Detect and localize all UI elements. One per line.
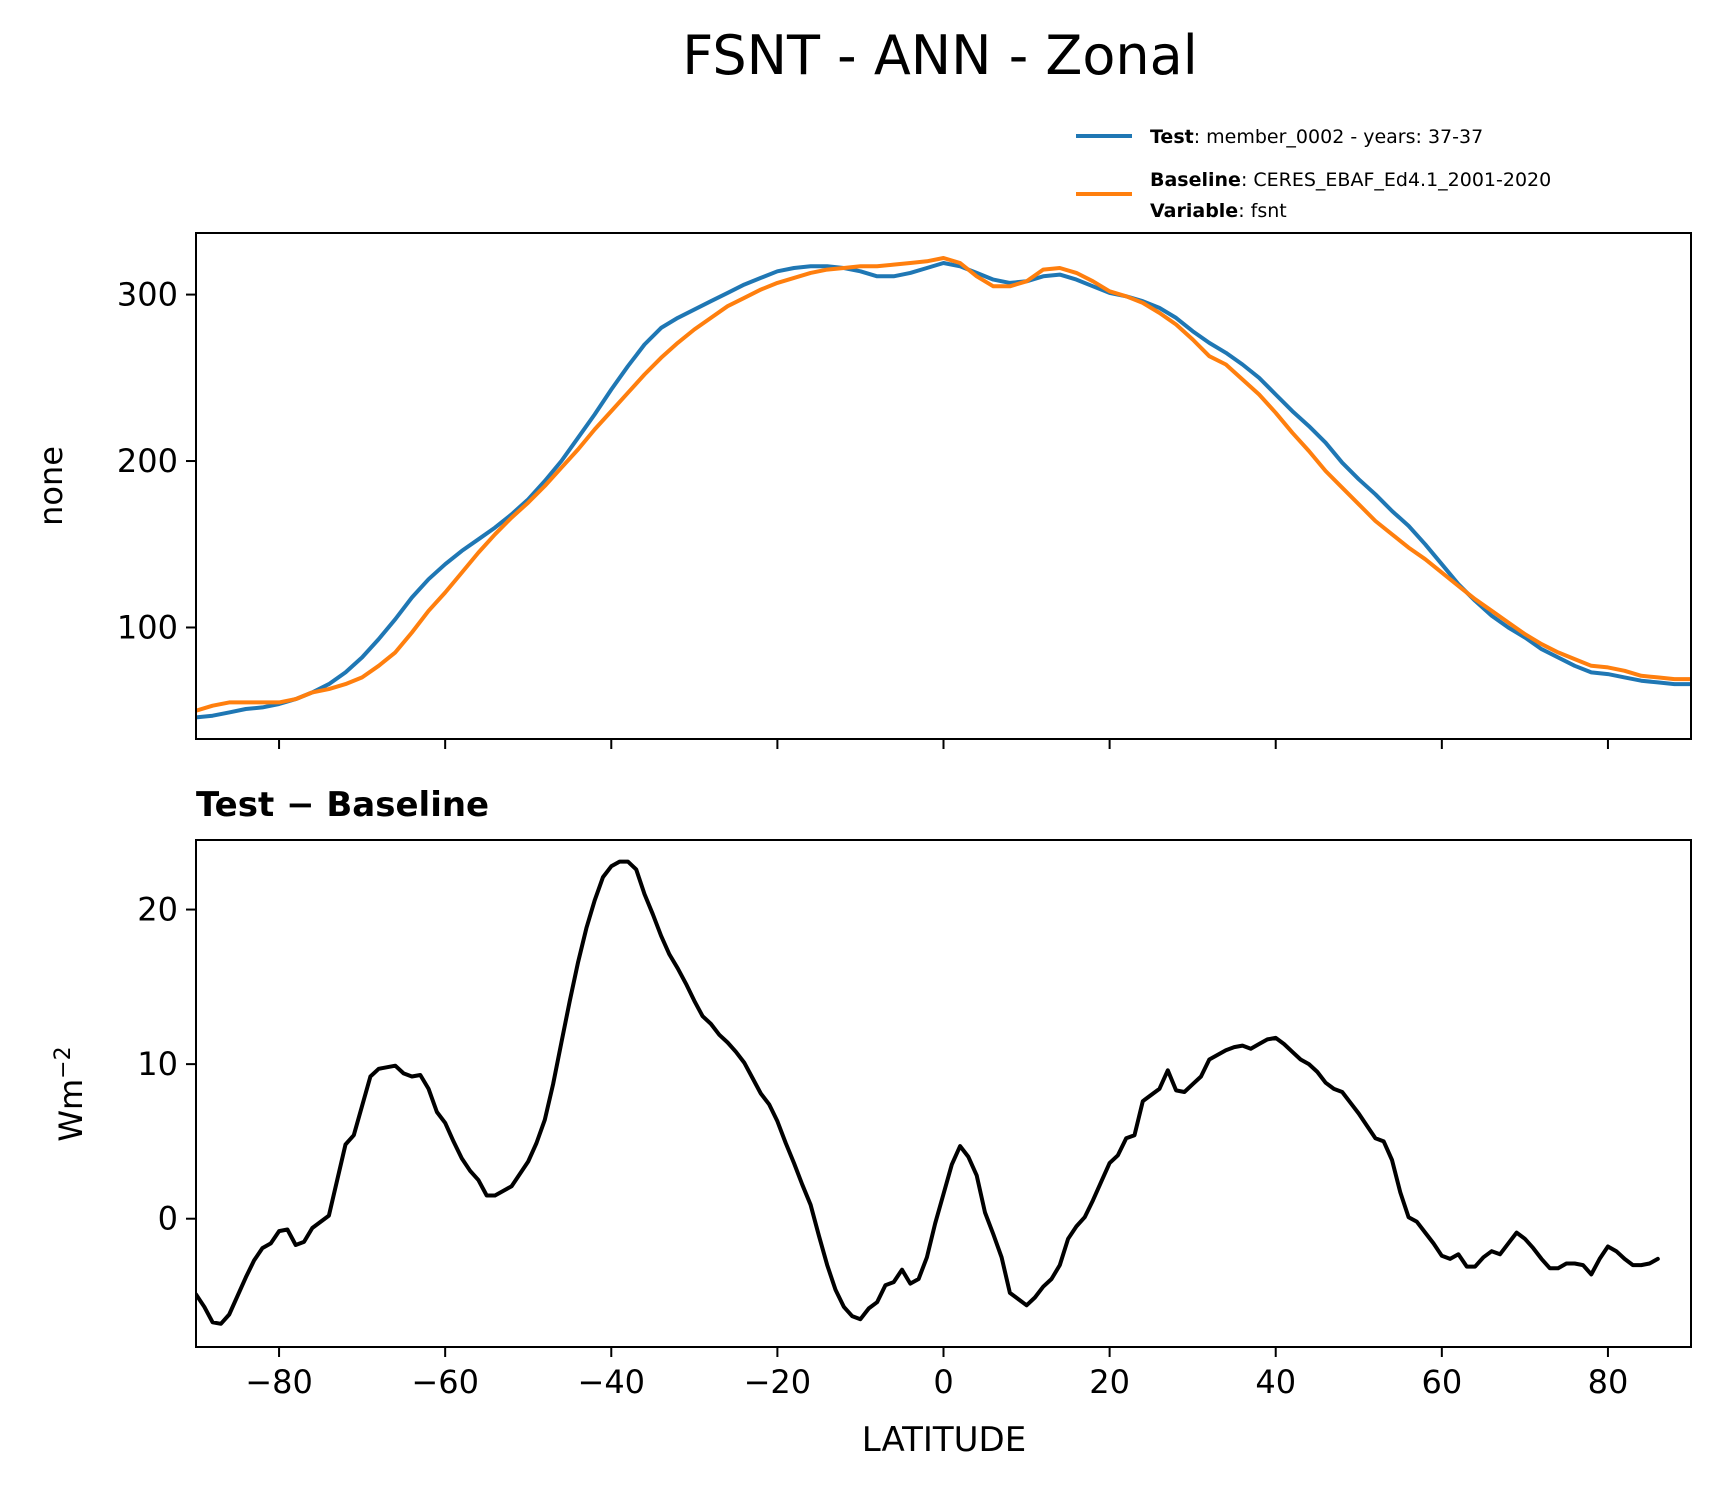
bottom-y-axis-label-base: Wm: [52, 1079, 90, 1142]
top-y-tick-label: 300: [117, 276, 178, 314]
bottom-plot-frame: [195, 839, 1692, 1348]
top-y-tick-label: 100: [117, 608, 178, 646]
bottom-x-tick-label: −80: [245, 1363, 313, 1401]
bottom-series-line: [196, 859, 1660, 1326]
figure-title: FSNT - ANN - Zonal: [682, 24, 1197, 87]
bottom-x-tick-label: 60: [1421, 1363, 1462, 1401]
bottom-x-tick-label: 80: [1588, 1363, 1629, 1401]
bottom-x-tick-label: −60: [411, 1363, 479, 1401]
bottom-x-tick-label: −40: [578, 1363, 646, 1401]
legend-label-baseline: Baseline: CERES_EBAF_Ed4.1_2001-2020: [1150, 169, 1551, 191]
bottom-series-lines: [196, 859, 1660, 1326]
bottom-y-axis-label-exponent: −2: [51, 1046, 76, 1078]
top-plot-frame: [195, 232, 1692, 740]
legend-label-variable: Variable: fsnt: [1150, 200, 1287, 222]
bottom-x-tick-label: −20: [744, 1363, 812, 1401]
bottom-panel-title: Test − Baseline: [196, 785, 489, 825]
top-y-tick-label: 200: [117, 442, 178, 480]
legend-label-test-rest: : member_0002 - years: 37-37: [1194, 126, 1483, 148]
legend-label-variable-rest: : fsnt: [1238, 200, 1287, 222]
top-panel: 100 200 300 none: [32, 232, 1692, 749]
bottom-y-tick-label: 10: [137, 1045, 178, 1083]
top-series-lines: [196, 256, 1691, 720]
bottom-y-axis-label: Wm−2: [51, 1046, 91, 1141]
legend-label-baseline-rest: : CERES_EBAF_Ed4.1_2001-2020: [1241, 169, 1551, 191]
legend-label-test: Test: member_0002 - years: 37-37: [1150, 126, 1483, 148]
top-axis-ticks: 100 200 300: [117, 276, 1609, 749]
legend-label-variable-bold: Variable: [1150, 200, 1238, 222]
legend-label-baseline-bold: Baseline: [1150, 169, 1241, 191]
top-y-axis-label: none: [32, 446, 70, 526]
legend-label-test-bold: Test: [1150, 126, 1194, 148]
bottom-x-tick-label: 40: [1255, 1363, 1296, 1401]
legend: Test: member_0002 - years: 37-37 Baselin…: [1076, 126, 1551, 222]
top-series-line: [196, 256, 1691, 713]
bottom-x-tick-label: 20: [1089, 1363, 1130, 1401]
bottom-y-tick-label: 20: [137, 891, 178, 929]
top-series-line: [196, 261, 1691, 720]
x-axis-label: LATITUDE: [862, 1420, 1026, 1460]
bottom-x-tick-label: 0: [933, 1363, 953, 1401]
bottom-axis-ticks: 0 10 20 −80 −60 −40 −20 0 20 40 60 80: [137, 891, 1628, 1401]
bottom-y-tick-label: 0: [158, 1200, 178, 1238]
bottom-panel: Test − Baseline 0 10 20 −80 −60 −40 −20 0 20 40 60…: [51, 785, 1692, 1460]
